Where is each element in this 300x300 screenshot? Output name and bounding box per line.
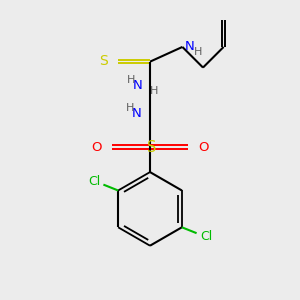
Text: N: N [133, 79, 142, 92]
Text: O: O [91, 141, 101, 154]
Text: S: S [99, 54, 108, 68]
Text: N: N [132, 107, 142, 120]
Text: Cl: Cl [88, 175, 100, 188]
Text: H: H [126, 103, 134, 113]
Text: N: N [185, 40, 194, 53]
Text: H: H [127, 75, 135, 85]
Text: Cl: Cl [200, 230, 212, 243]
Text: H: H [194, 47, 202, 57]
Text: S: S [147, 140, 156, 154]
Text: H: H [150, 86, 159, 96]
Text: O: O [199, 141, 209, 154]
